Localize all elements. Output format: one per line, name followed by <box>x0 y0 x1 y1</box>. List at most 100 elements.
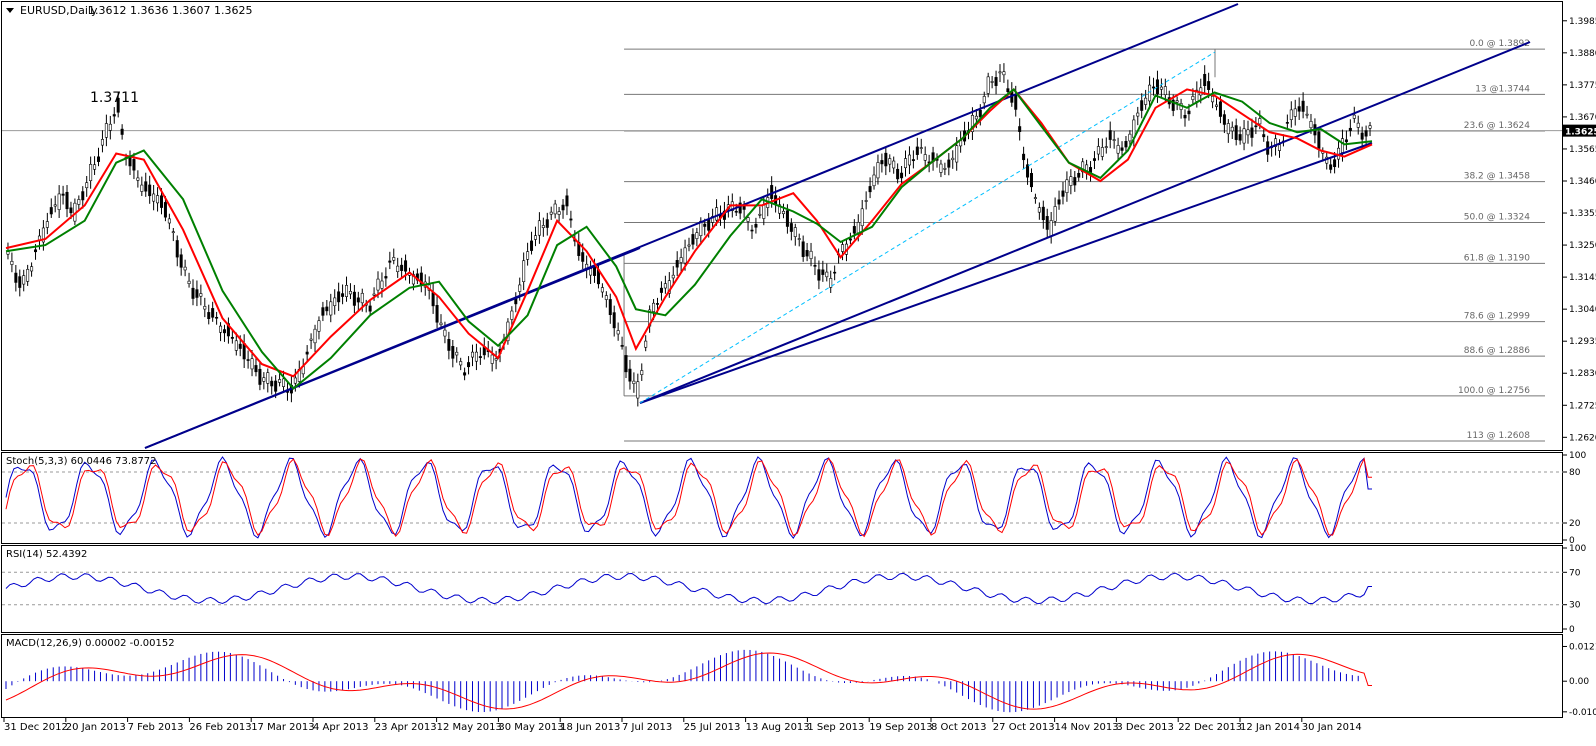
candle-body <box>439 322 443 326</box>
candle-body <box>447 339 451 351</box>
candle-body <box>108 123 112 131</box>
candle-body <box>770 185 774 199</box>
fib-level-label: 13 @1.3744 <box>1475 84 1530 94</box>
candle-body <box>136 177 140 181</box>
candle-body <box>159 195 163 208</box>
candle-body <box>1340 138 1344 153</box>
candle-body <box>376 278 380 291</box>
fib-level-label: 100.0 @ 1.2756 <box>1458 386 1530 396</box>
candle-body <box>943 168 947 170</box>
x-tick-label: 14 Nov 2013 <box>1055 722 1119 733</box>
candle-body <box>1022 153 1026 161</box>
x-tick-label: 30 Jan 2014 <box>1302 722 1362 733</box>
candle-body <box>1348 127 1352 132</box>
candle-body <box>530 240 534 251</box>
candle-body <box>388 260 392 263</box>
candle-body <box>801 241 805 257</box>
candle-body <box>754 223 758 228</box>
candle-body <box>61 193 65 196</box>
x-tick-label: 23 Apr 2013 <box>375 722 437 733</box>
fib-level-label: 38.2 @ 1.3458 <box>1464 172 1531 182</box>
candle-body <box>612 312 616 329</box>
candle-body <box>459 361 463 366</box>
candle-body <box>644 340 648 348</box>
x-tick-label: 19 Sep 2013 <box>869 722 932 733</box>
candle-body <box>762 204 766 219</box>
y-tick-label: 30 <box>1569 601 1581 611</box>
x-tick-label: 1 Sep 2013 <box>807 722 864 733</box>
candle-body <box>1254 125 1258 128</box>
candle-body <box>474 351 478 362</box>
candle-body <box>872 174 876 187</box>
y-tick-label: 0.00 <box>1569 677 1589 687</box>
candle-body <box>510 310 514 320</box>
candle-body <box>659 287 663 293</box>
candle-body <box>211 308 215 318</box>
dropdown-arrow-icon[interactable] <box>6 8 14 13</box>
candle-body <box>305 351 309 355</box>
x-tick-label: 12 May 2013 <box>437 722 502 733</box>
price-chart: 1.3985 1.3880 1.3775 1.3670 1.3565 1.3460 1.33… <box>2 3 1596 449</box>
candle-body <box>880 160 884 165</box>
candle-body <box>317 320 321 332</box>
y-tick-label: 1.3040 <box>1569 305 1596 315</box>
candle-body <box>715 207 719 221</box>
y-tick-label: 1.3250 <box>1569 241 1596 251</box>
candle-body <box>522 260 526 282</box>
candle-body <box>156 195 160 204</box>
candle-body <box>400 264 404 271</box>
candle-body <box>868 186 872 193</box>
candle-body <box>1128 133 1132 142</box>
candle-body <box>384 276 388 279</box>
signal-line <box>5 652 1372 710</box>
candle-body <box>282 378 286 387</box>
candle-body <box>1057 199 1061 205</box>
candle-body <box>1226 123 1230 135</box>
candle-body <box>100 139 104 146</box>
candle-body <box>904 158 908 169</box>
candle-body <box>431 292 435 307</box>
y-tick-label: 70 <box>1569 568 1581 578</box>
candle-body <box>537 220 541 236</box>
candle-body <box>600 287 604 293</box>
candle-body <box>561 204 565 211</box>
candle-body <box>65 191 69 210</box>
candle-body <box>1333 159 1337 168</box>
candle-body <box>750 229 754 232</box>
candle-body <box>1234 125 1238 140</box>
y-tick-label: 1.3565 <box>1569 145 1596 155</box>
candle-body <box>998 71 1002 74</box>
candle-body <box>203 306 207 310</box>
candle-body <box>616 330 620 335</box>
candle-body <box>852 226 856 234</box>
candle-body <box>179 254 183 268</box>
candle-body <box>888 158 892 165</box>
candle-body <box>348 291 352 295</box>
candle-body <box>821 269 825 275</box>
candle-body <box>1285 122 1289 124</box>
candle-body <box>246 359 250 361</box>
candle-body <box>703 223 707 227</box>
y-tick-label: 1.2830 <box>1569 369 1596 379</box>
candle-body <box>695 232 699 239</box>
candle-body <box>1242 128 1246 144</box>
candle-body <box>183 266 187 271</box>
candle-body <box>250 358 254 370</box>
candle-body <box>1163 86 1167 95</box>
candle-body <box>734 210 738 213</box>
candle-body <box>455 351 459 356</box>
candle-body <box>1100 147 1104 157</box>
candle-body <box>396 265 400 273</box>
RSI-line <box>5 572 1372 605</box>
candle-body <box>671 274 675 279</box>
channel-dashed-line <box>639 51 1216 404</box>
candle-body <box>234 340 238 351</box>
candle-body <box>104 123 108 138</box>
candle-body <box>793 227 797 237</box>
candle-body <box>89 164 93 182</box>
stoch-title: Stoch(5,3,3) 60.0446 73.8772 <box>6 456 157 467</box>
candle-body <box>1329 164 1333 170</box>
x-tick-label: 7 Feb 2013 <box>128 722 184 733</box>
x-tick-label: 12 Jan 2014 <box>1240 722 1300 733</box>
candle-body <box>1352 114 1356 119</box>
